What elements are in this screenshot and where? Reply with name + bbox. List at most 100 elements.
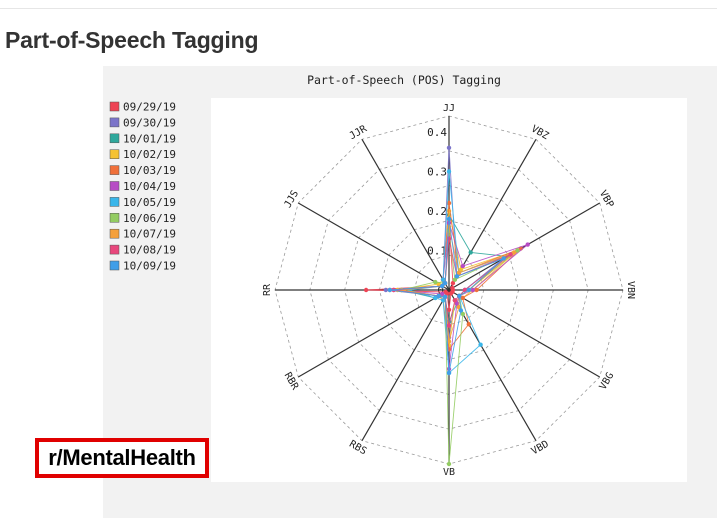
data-point <box>458 308 464 313</box>
legend-label: 10/07/19 <box>123 228 176 241</box>
data-point <box>446 339 452 344</box>
spoke-rbs <box>361 289 450 441</box>
data-point <box>446 307 452 312</box>
legend-item: 10/09/19 <box>109 260 176 273</box>
data-point <box>440 277 446 282</box>
legend-label: 10/06/19 <box>123 212 176 225</box>
page-title: Part-of-Speech Tagging <box>5 27 259 53</box>
spoke-jjr <box>361 139 450 291</box>
spoke-jjs <box>298 202 450 291</box>
spoke-vbg <box>448 289 600 378</box>
legend-label: 10/04/19 <box>123 180 176 193</box>
data-point <box>448 291 454 296</box>
data-point <box>446 370 452 376</box>
axis-label-jj: JJ <box>443 103 455 114</box>
data-point <box>466 322 471 327</box>
legend-swatch <box>109 181 120 191</box>
radial-tick-label: 0.3 <box>427 166 447 179</box>
legend: 09/29/19 09/30/19 10/01/19 10/02/19 10/03/19… <box>109 101 176 273</box>
data-point <box>446 145 452 150</box>
data-point <box>511 250 517 255</box>
legend-item: 10/04/19 <box>109 180 176 193</box>
data-point <box>442 281 448 286</box>
data-point <box>433 295 438 301</box>
data-point <box>457 293 462 299</box>
data-point <box>452 277 458 282</box>
data-point <box>515 248 520 253</box>
legend-swatch <box>109 260 120 271</box>
legend-label: 10/02/19 <box>123 148 176 161</box>
axis-label-rr: RR <box>262 283 273 296</box>
legend-swatch <box>109 117 120 128</box>
data-point <box>450 281 456 286</box>
legend-item: 10/03/19 <box>109 164 176 177</box>
data-point <box>383 287 388 293</box>
data-point <box>474 287 479 293</box>
radial-tick-label: 0.4 <box>427 126 447 139</box>
subreddit-label-box: r/MentalHealth <box>35 438 209 478</box>
legend-swatch <box>109 197 120 207</box>
data-point <box>452 298 458 303</box>
legend-label: 09/29/19 <box>123 101 176 114</box>
axis-label-vb: VB <box>443 467 455 478</box>
legend-swatch <box>109 149 120 159</box>
data-point <box>433 279 438 285</box>
legend-label: 09/30/19 <box>123 116 176 129</box>
data-point <box>470 287 475 293</box>
data-point <box>387 287 392 293</box>
radial-tick-label: 0.2 <box>427 205 447 218</box>
data-point <box>443 289 448 295</box>
legend-swatch <box>109 228 120 239</box>
data-point <box>525 242 530 247</box>
legend-item: 10/06/19 <box>109 212 176 225</box>
data-point <box>363 287 369 293</box>
legend-swatch <box>109 213 120 223</box>
data-point <box>458 267 464 272</box>
series-lines <box>363 145 530 467</box>
data-point <box>440 291 445 297</box>
legend-swatch <box>109 165 120 175</box>
data-point <box>442 294 448 299</box>
data-point <box>446 200 452 206</box>
data-point <box>446 216 452 222</box>
legend-label: 10/01/19 <box>123 132 176 145</box>
legend-swatch <box>109 133 120 144</box>
spoke-vbp <box>448 202 600 291</box>
legend-label: 10/03/19 <box>123 164 176 177</box>
top-divider <box>0 8 717 9</box>
axis-label-vbn: VBN <box>625 281 636 299</box>
data-point <box>446 461 452 467</box>
legend-item: 10/08/19 <box>109 244 176 257</box>
legend-label: 10/09/19 <box>123 260 176 273</box>
data-point <box>454 301 460 306</box>
legend-item: 09/30/19 <box>109 116 176 129</box>
legend-swatch <box>109 101 120 112</box>
data-point <box>460 263 465 269</box>
legend-item: 10/07/19 <box>109 228 176 241</box>
data-point <box>436 293 441 299</box>
legend-label: 10/05/19 <box>123 196 176 209</box>
radial-ticks: 0 0.1 0.2 0.3 0.4 <box>427 126 447 297</box>
data-point <box>454 274 460 279</box>
data-point <box>478 342 483 347</box>
data-point <box>440 298 446 303</box>
legend-item: 10/05/19 <box>109 196 176 209</box>
spoke-rbr <box>298 289 450 378</box>
legend-item: 09/29/19 <box>109 101 176 114</box>
legend-item: 10/02/19 <box>109 148 176 161</box>
legend-label: 10/08/19 <box>123 244 176 257</box>
data-point <box>460 311 465 317</box>
data-point <box>440 283 445 289</box>
data-point <box>501 256 506 261</box>
data-point <box>466 287 471 293</box>
legend-swatch <box>109 244 120 255</box>
subreddit-label: r/MentalHealth <box>48 445 196 470</box>
data-point <box>508 252 513 257</box>
data-point <box>460 295 465 301</box>
chart-title: Part-of-Speech (POS) Tagging <box>307 73 501 87</box>
data-point <box>456 270 462 276</box>
data-point <box>446 169 452 174</box>
data-point <box>446 323 452 328</box>
legend-item: 10/01/19 <box>109 132 176 145</box>
